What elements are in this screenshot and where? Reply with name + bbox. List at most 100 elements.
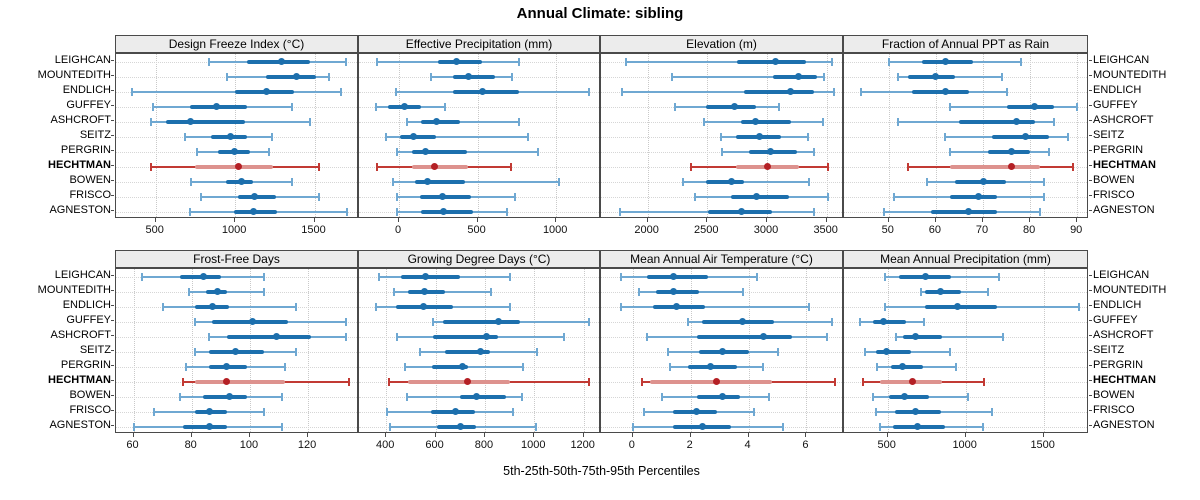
panel-title: Frost-Free Days	[193, 252, 280, 266]
whisker-cap	[308, 117, 311, 126]
x-tick-label: 500	[877, 439, 896, 451]
whisker-cap	[906, 162, 909, 171]
iqr-band	[460, 394, 506, 399]
station-label-left: ENDLICH	[62, 84, 111, 96]
station-label-left: MOUNTEDITH	[37, 69, 111, 81]
iqr-band	[702, 319, 775, 324]
x-tick-label: 1200	[570, 439, 595, 451]
row-tick-right	[1089, 320, 1092, 321]
station-label-right: ASHCROFT	[1093, 114, 1154, 126]
x-tick-label: 1000	[521, 439, 546, 451]
whisker-cap	[1052, 117, 1055, 126]
median-dot	[669, 288, 677, 295]
row-guide	[844, 351, 1087, 353]
median-dot	[965, 208, 973, 215]
row-tick-right	[1089, 150, 1092, 151]
median-dot	[979, 178, 987, 185]
whisker-cap	[376, 57, 379, 66]
median-dot	[409, 133, 417, 140]
whisker-cap	[161, 302, 164, 311]
row-tick-left	[111, 195, 114, 196]
row-tick-left	[111, 335, 114, 336]
panel-strip: Frost-Free Days	[115, 250, 358, 268]
x-tick-label: 1000	[221, 224, 247, 236]
whisker-cap	[386, 407, 389, 416]
panel-strip: Elevation (m)	[600, 35, 843, 53]
median-dot	[495, 318, 502, 325]
whisker-cap	[660, 392, 663, 401]
x-tick	[646, 218, 648, 222]
median-dot	[223, 378, 231, 385]
station-label-left: LEIGHCAN	[54, 269, 111, 281]
median-dot	[974, 193, 982, 200]
x-tick	[582, 433, 584, 437]
row-tick-left	[111, 165, 114, 166]
iqr-band	[696, 394, 740, 399]
whisker-cap	[187, 287, 190, 296]
iqr-band	[731, 194, 790, 199]
whisker-cap	[1066, 132, 1069, 141]
whisker-cap	[522, 362, 525, 371]
whisker-cap	[826, 192, 829, 201]
gridline	[155, 54, 157, 217]
median-dot	[719, 348, 726, 355]
whisker-cap	[812, 147, 815, 156]
median-dot	[707, 363, 715, 370]
median-dot	[899, 363, 906, 370]
station-label-left: AGNESTON	[49, 204, 111, 216]
median-dot	[423, 178, 431, 185]
whisker-cap	[823, 72, 826, 81]
station-label-left: HECHTMAN	[48, 374, 111, 386]
median-dot	[772, 58, 780, 65]
whisker-cap	[394, 87, 397, 96]
row-tick-left	[111, 320, 114, 321]
median-dot	[459, 363, 467, 370]
whisker-cap	[831, 57, 834, 66]
x-tick	[766, 218, 767, 222]
iqr-band	[992, 134, 1049, 139]
panel-title: Elevation (m)	[686, 37, 757, 51]
whisker-cap	[682, 177, 685, 186]
panel-title: Mean Annual Precipitation (mm)	[880, 252, 1051, 266]
whisker-cap	[864, 347, 867, 356]
row-tick-left	[111, 425, 114, 426]
gridline	[386, 269, 388, 432]
x-tick	[631, 433, 633, 437]
x-tick	[747, 433, 749, 437]
whisker-cap	[207, 57, 210, 66]
iqr-band	[421, 119, 460, 124]
median-dot	[693, 408, 700, 415]
whisker-cap	[620, 302, 623, 311]
whisker-line	[162, 305, 297, 308]
gridline	[826, 54, 828, 217]
median-dot	[277, 58, 285, 65]
whisker-cap	[806, 132, 809, 141]
station-label-right: PERGRIN	[1093, 359, 1144, 371]
whisker-cap	[833, 87, 836, 96]
median-dot	[713, 378, 721, 385]
whisker-cap	[892, 192, 895, 201]
median-dot	[438, 193, 446, 200]
median-dot	[937, 288, 945, 295]
x-tick-label: 0	[395, 224, 402, 236]
median-dot	[764, 163, 772, 170]
x-tick	[154, 218, 156, 222]
x-tick	[689, 433, 691, 437]
iqr-band	[203, 394, 247, 399]
station-label-left: BOWEN	[69, 389, 111, 401]
median-dot	[698, 423, 706, 430]
panel-strip: Mean Annual Precipitation (mm)	[843, 250, 1088, 268]
iqr-band	[950, 194, 998, 199]
whisker-cap	[1000, 72, 1003, 81]
median-dot	[472, 393, 480, 400]
median-dot	[226, 393, 233, 400]
whisker-cap	[444, 102, 447, 111]
whisker-cap	[184, 362, 187, 371]
x-tick	[934, 218, 936, 222]
whisker-cap	[674, 102, 676, 111]
whisker-cap	[432, 317, 435, 326]
median-dot	[234, 163, 242, 170]
station-label-right: FRISCO	[1093, 404, 1135, 416]
row-tick-right	[1089, 135, 1092, 136]
whisker-cap	[388, 422, 391, 431]
